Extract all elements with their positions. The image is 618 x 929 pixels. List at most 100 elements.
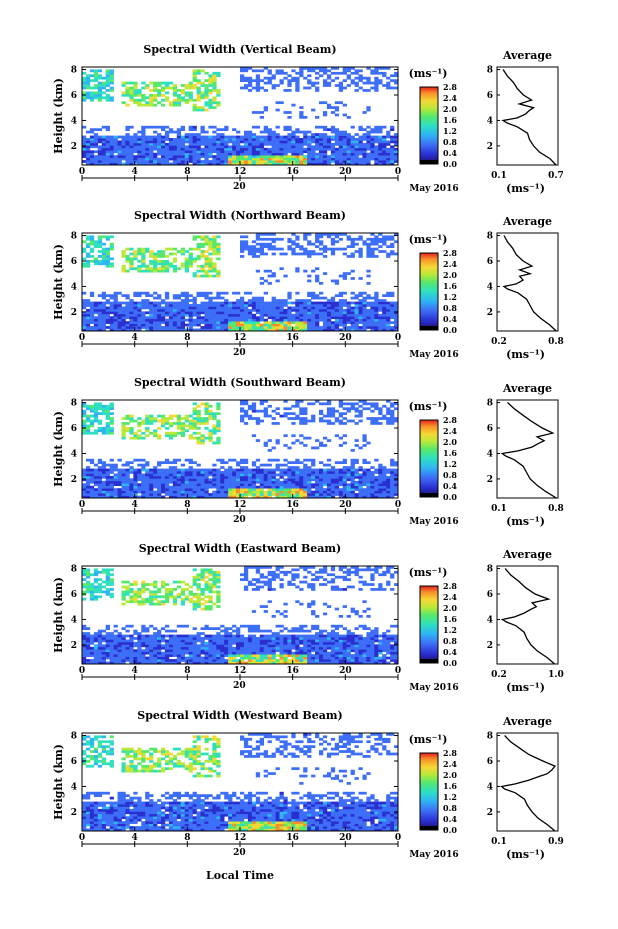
- heatmap-cell: [247, 478, 253, 482]
- heatmap-cell: [168, 328, 174, 332]
- heatmap-cell: [85, 299, 91, 302]
- heatmap-cell: [93, 588, 99, 591]
- heatmap-cell: [295, 79, 300, 82]
- heatmap-cell: [319, 101, 324, 105]
- heatmap-cell: [125, 147, 130, 151]
- heatmap-cell: [240, 138, 245, 141]
- heatmap-cell: [374, 76, 379, 80]
- heatmap-cell: [157, 89, 162, 92]
- heatmap-cell: [299, 490, 304, 494]
- heatmap-cell: [105, 306, 110, 310]
- heatmap-cell: [97, 93, 103, 97]
- heatmap-cell: [137, 488, 142, 491]
- heatmap-cell: [390, 140, 395, 144]
- heatmap-cell: [338, 444, 343, 447]
- heatmap-cell: [85, 76, 91, 80]
- heatmap-cell: [188, 316, 193, 320]
- heatmap-cell: [307, 138, 312, 141]
- heatmap-cell: [255, 160, 261, 163]
- heatmap-cell: [212, 250, 217, 253]
- heatmap-cell: [319, 471, 324, 474]
- heatmap-cell: [311, 242, 316, 246]
- heatmap-cell: [334, 323, 340, 327]
- heatmap-cell: [93, 412, 99, 415]
- heatmap-cell: [390, 461, 395, 464]
- heatmap-cell: [89, 639, 95, 643]
- heatmap-cell: [153, 434, 158, 438]
- heatmap-cell: [299, 147, 304, 151]
- heatmap-cell: [287, 142, 292, 146]
- heatmap-cell: [342, 458, 347, 462]
- heatmap-cell: [322, 488, 328, 491]
- heatmap-cell: [358, 86, 363, 90]
- heatmap-cell: [141, 488, 146, 491]
- heatmap-cell: [89, 592, 95, 596]
- heatmap-cell: [267, 245, 272, 248]
- heatmap-cell: [330, 296, 336, 300]
- heatmap-cell: [303, 313, 308, 317]
- heatmap-cell: [303, 495, 308, 499]
- heatmap-cell: [307, 402, 312, 406]
- heatmap-cell: [82, 240, 87, 244]
- heatmap-cell: [145, 461, 150, 464]
- heatmap-cell: [330, 67, 336, 70]
- heatmap-cell: [188, 471, 193, 474]
- heatmap-cell: [366, 313, 371, 317]
- heatmap-cell: [232, 493, 237, 496]
- heatmap-cell: [295, 84, 300, 87]
- heatmap-cell: [117, 162, 122, 166]
- heatmap-cell: [97, 240, 103, 244]
- heatmap-cell: [200, 308, 205, 312]
- heatmap-cell: [212, 274, 217, 278]
- heatmap-cell: [85, 570, 91, 574]
- heatmap-cell: [326, 306, 332, 310]
- heatmap-cell: [161, 316, 166, 320]
- heatmap-cell: [243, 313, 249, 317]
- heatmap-cell: [263, 152, 268, 156]
- heatmap-cell: [378, 160, 383, 163]
- heatmap-cell: [89, 250, 95, 253]
- heatmap-cell: [366, 478, 371, 482]
- heatmap-cell: [153, 262, 158, 266]
- heatmap-cell: [180, 157, 185, 161]
- heatmap-cell: [212, 311, 217, 315]
- heatmap-cell: [220, 155, 225, 158]
- heatmap-cell: [101, 135, 106, 139]
- heatmap-cell: [362, 157, 367, 161]
- heatmap-cell: [390, 490, 395, 494]
- heatmap-cell: [105, 570, 110, 574]
- heatmap-cell: [374, 138, 379, 141]
- heatmap-cell: [295, 321, 300, 324]
- heatmap-cell: [299, 162, 304, 166]
- heatmap-cell: [82, 140, 87, 144]
- heatmap-cell: [311, 108, 316, 112]
- heatmap-cell: [386, 409, 391, 413]
- heatmap-cell: [346, 76, 351, 80]
- heatmap-cell: [362, 296, 367, 300]
- heatmap-cell: [97, 311, 103, 315]
- heatmap-cell: [271, 142, 276, 146]
- heatmap-cell: [145, 162, 150, 166]
- heatmap-cell: [82, 585, 87, 589]
- heatmap-cell: [251, 463, 257, 467]
- heatmap-cell: [299, 152, 304, 156]
- heatmap-cell: [378, 473, 383, 477]
- heatmap-cell: [157, 145, 162, 149]
- heatmap-cell: [287, 495, 292, 499]
- heatmap-cell: [200, 321, 205, 324]
- heatmap-cell: [322, 128, 328, 131]
- heatmap-cell: [89, 142, 95, 146]
- heatmap-cell: [196, 328, 201, 332]
- heatmap-cell: [342, 133, 347, 136]
- heatmap-cell: [378, 150, 383, 154]
- heatmap-cell: [149, 431, 154, 435]
- heatmap-cell: [374, 458, 379, 462]
- heatmap-cell: [145, 145, 150, 149]
- heatmap-cell: [236, 301, 241, 305]
- heatmap-cell: [240, 473, 245, 477]
- heatmap-cell: [247, 475, 253, 479]
- chart-title: Spectral Width (Eastward Beam): [139, 542, 341, 555]
- heatmap-cell: [121, 627, 126, 630]
- heatmap-cell: [267, 316, 272, 320]
- heatmap-cell: [350, 407, 355, 411]
